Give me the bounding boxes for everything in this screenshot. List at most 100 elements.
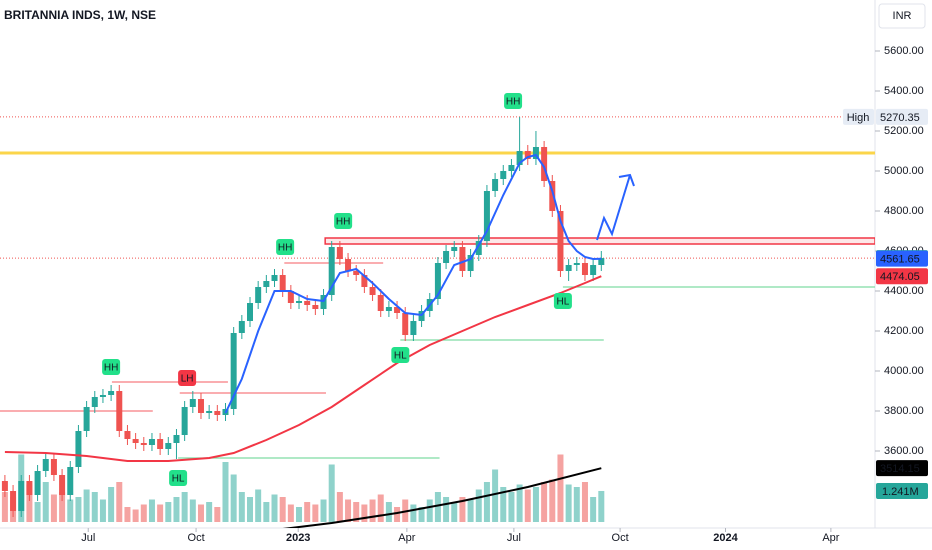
volume-bar [165, 502, 172, 522]
volume-bar [573, 487, 580, 522]
chart-title: BRITANNIA INDS, 1W, NSE [4, 8, 156, 22]
candle-body [369, 287, 376, 295]
volume-bar [557, 454, 564, 522]
price-badge-label: 4561.65 [880, 254, 920, 266]
volume-bar [238, 492, 245, 522]
volume-bar [475, 489, 482, 522]
candle-body [328, 247, 335, 295]
volume-bar [508, 492, 515, 522]
volume-bar [434, 492, 441, 522]
volume-bar [443, 497, 450, 522]
moving-average [224, 153, 602, 414]
volume-bar [394, 507, 401, 522]
volume-bar [451, 502, 458, 522]
candle-body [312, 305, 319, 309]
candle-body [475, 241, 482, 255]
y-tick-label: 5000.00 [884, 165, 924, 177]
candle-body [91, 397, 98, 407]
currency[interactable]: INR [893, 10, 912, 22]
volume-bar [345, 499, 352, 522]
price-badge [876, 268, 928, 285]
candle-body [116, 391, 123, 431]
y-tick-label: 3800.00 [884, 405, 924, 417]
volume-bar [516, 484, 523, 522]
volume-bar [214, 507, 221, 522]
volume-bar [91, 492, 98, 522]
candle-body [59, 475, 66, 495]
candle-body [34, 471, 41, 495]
volume-bar [271, 494, 278, 522]
price-badge-tag [843, 108, 874, 125]
volume-bar [598, 490, 605, 522]
volume-bar [50, 494, 57, 522]
volume-badge [876, 482, 928, 499]
projection-arrow [596, 173, 635, 241]
x-tick-label: 2023 [286, 532, 310, 544]
candle-body [557, 211, 564, 271]
volume-bar [230, 474, 237, 522]
x-tick-label: Jul [81, 532, 95, 544]
candle-body [500, 171, 507, 179]
candle-body [197, 399, 204, 413]
candle-body [385, 307, 392, 311]
volume-bar [197, 504, 204, 522]
candle-body [108, 391, 115, 395]
volume-bar [541, 482, 548, 522]
candle-body [26, 481, 33, 495]
candle-body [361, 275, 368, 287]
candle-body [565, 265, 572, 271]
candle-body [165, 443, 172, 449]
volume-bar [181, 492, 188, 522]
x-tick-label: Oct [188, 532, 205, 544]
volume-bar [353, 502, 360, 522]
currency-box[interactable] [878, 3, 926, 29]
volume-bar [67, 499, 74, 522]
volume-bar [132, 509, 139, 522]
candle-body [353, 271, 360, 275]
price-badge-label: 5270.35 [880, 112, 920, 124]
annotation-label: HH [336, 217, 350, 228]
price-badge [876, 250, 928, 267]
annotation-label: HL [172, 474, 185, 485]
annotation-label: HL [557, 297, 570, 308]
candle-body [304, 301, 311, 305]
candle-body [483, 191, 490, 241]
candle-body [1, 481, 8, 491]
x-tick-label: Oct [612, 532, 629, 544]
y-tick-label: 5600.00 [884, 45, 924, 57]
volume-bar [42, 482, 49, 522]
candle-body [394, 307, 401, 313]
y-tick-label: 4800.00 [884, 205, 924, 217]
annotation-label: HH [278, 243, 292, 254]
x-tick-label: Apr [398, 532, 415, 544]
volume-bar [385, 502, 392, 522]
candle-body [124, 431, 131, 439]
plot-area [0, 116, 875, 522]
moving-average [282, 467, 602, 528]
volume-bar [1, 492, 8, 522]
volume-bar [467, 499, 474, 522]
annotation-label: HH [506, 97, 520, 108]
candle-body [434, 263, 441, 299]
price-badge-tag-label: High [847, 112, 870, 124]
candle-body [598, 258, 605, 265]
volume-bar [418, 507, 425, 522]
volume-bar [304, 502, 311, 522]
x-tick-label: Jul [507, 532, 521, 544]
candle-body [345, 259, 352, 271]
annotation-label: LH [181, 374, 194, 385]
volume-bar [157, 504, 164, 522]
candle-body [75, 431, 82, 467]
candle-body [173, 435, 180, 443]
y-tick-label: 4000.00 [884, 365, 924, 377]
candle-body [410, 321, 417, 335]
candle-body [402, 313, 409, 335]
candle-body [524, 151, 531, 159]
volume-bar [247, 497, 253, 522]
candle-body [189, 399, 196, 407]
volume-bar [263, 502, 270, 522]
annotation-label: HL [394, 351, 407, 362]
annotation-box [553, 293, 572, 309]
candle-body [181, 407, 188, 435]
